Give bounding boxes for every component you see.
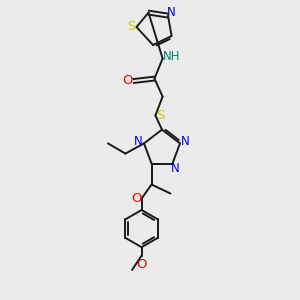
Text: NH: NH [163, 50, 180, 64]
Text: N: N [181, 135, 190, 148]
Text: S: S [157, 109, 165, 122]
Text: O: O [136, 258, 147, 271]
Text: S: S [127, 20, 135, 34]
Text: N: N [171, 162, 180, 176]
Text: N: N [167, 6, 176, 19]
Text: N: N [134, 135, 142, 148]
Text: O: O [122, 74, 133, 87]
Text: O: O [131, 191, 142, 205]
